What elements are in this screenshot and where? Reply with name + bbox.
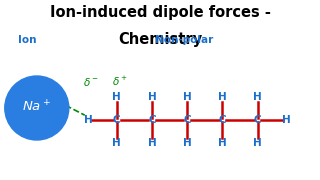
Text: H: H [218, 138, 227, 148]
Text: H: H [183, 92, 192, 102]
Text: H: H [148, 92, 156, 102]
Text: $Na^+$: $Na^+$ [22, 99, 52, 115]
Text: H: H [148, 138, 156, 148]
Text: $\delta^+$: $\delta^+$ [112, 75, 128, 88]
Text: C: C [148, 115, 156, 125]
Text: H: H [112, 92, 121, 102]
Text: $\delta^-$: $\delta^-$ [83, 76, 99, 88]
Text: H: H [84, 115, 92, 125]
Text: H: H [282, 115, 291, 125]
Text: H: H [218, 92, 227, 102]
Text: Ion-induced dipole forces -: Ion-induced dipole forces - [50, 5, 270, 20]
Text: Ion: Ion [18, 35, 36, 45]
Text: H: H [253, 92, 262, 102]
Text: C: C [219, 115, 226, 125]
Ellipse shape [5, 76, 69, 140]
Text: C: C [113, 115, 121, 125]
Text: C: C [254, 115, 261, 125]
Text: Chemistry: Chemistry [118, 32, 202, 47]
Text: Non-polar: Non-polar [155, 35, 213, 45]
Text: C: C [183, 115, 191, 125]
Text: H: H [253, 138, 262, 148]
Text: H: H [183, 138, 192, 148]
Text: H: H [112, 138, 121, 148]
